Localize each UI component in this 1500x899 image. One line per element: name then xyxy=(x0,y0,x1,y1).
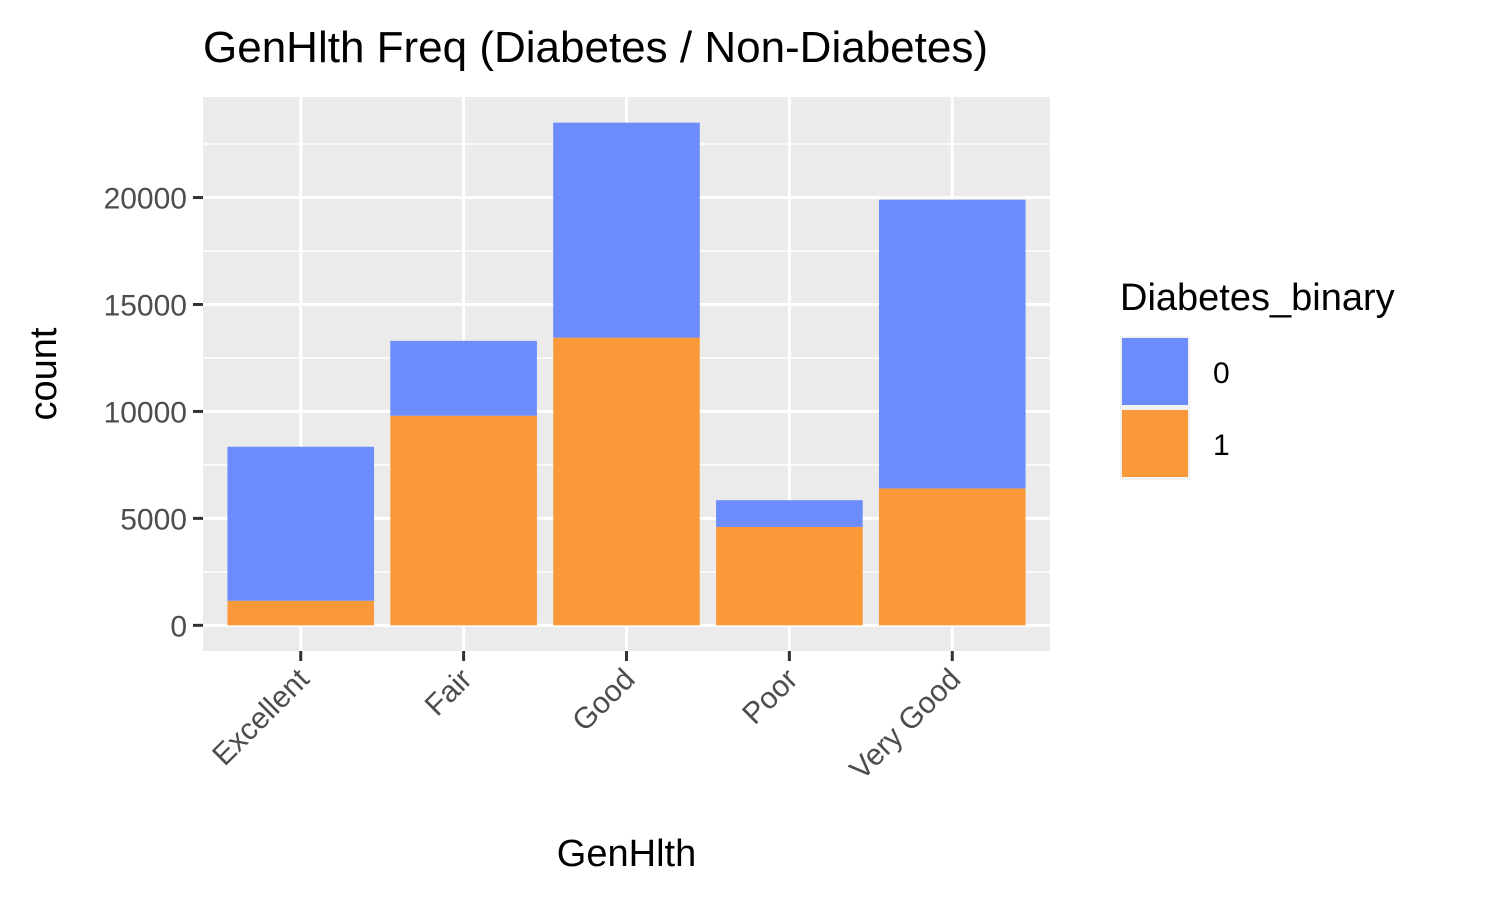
bar-segment-0 xyxy=(716,500,863,527)
bars xyxy=(227,122,1026,626)
x-tick-label: Good xyxy=(566,663,641,738)
legend-label-0: 0 xyxy=(1213,357,1230,390)
x-tick-label: Poor xyxy=(736,663,804,731)
legend-title: Diabetes_binary xyxy=(1120,277,1395,319)
y-tick-label: 0 xyxy=(170,610,187,643)
y-axis-title: count xyxy=(23,327,65,420)
legend: Diabetes_binary 0 1 xyxy=(1120,277,1395,480)
x-axis: Excellent Fair Good Poor Very Good xyxy=(206,651,967,786)
x-tick-label: Very Good xyxy=(844,663,968,787)
chart-title: GenHlth Freq (Diabetes / Non-Diabetes) xyxy=(203,23,988,72)
x-axis-title: GenHlth xyxy=(557,833,696,875)
legend-swatch-1 xyxy=(1122,410,1188,477)
bar-segment-1 xyxy=(553,337,700,626)
bar-segment-0 xyxy=(553,122,700,338)
x-tick-label: Fair xyxy=(419,663,479,723)
legend-label-1: 1 xyxy=(1213,429,1230,462)
y-tick-label: 10000 xyxy=(104,396,187,429)
bar-segment-0 xyxy=(227,446,375,601)
y-tick-label: 20000 xyxy=(104,183,187,216)
bar-segment-1 xyxy=(227,600,375,626)
bar-segment-1 xyxy=(878,488,1026,626)
y-tick-label: 5000 xyxy=(120,503,187,536)
y-tick-label: 15000 xyxy=(104,289,187,322)
y-axis: 0 5000 10000 15000 20000 xyxy=(104,183,203,643)
legend-swatch-0 xyxy=(1122,338,1188,405)
x-tick-label: Excellent xyxy=(206,662,316,772)
bar-segment-1 xyxy=(390,415,537,626)
bar-segment-0 xyxy=(878,199,1026,489)
bar-segment-1 xyxy=(716,526,863,626)
bar-segment-0 xyxy=(390,340,537,416)
